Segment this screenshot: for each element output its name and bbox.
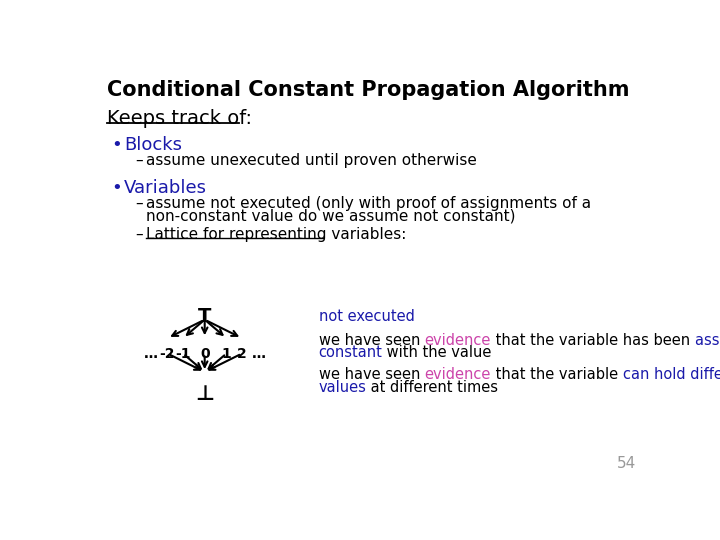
Text: Variables: Variables	[124, 179, 207, 197]
Text: we have seen: we have seen	[319, 333, 425, 348]
Text: Keeps track of:: Keeps track of:	[107, 110, 252, 129]
Text: non-constant value do we assume not constant): non-constant value do we assume not cons…	[145, 208, 516, 223]
Text: •: •	[112, 179, 122, 197]
Text: …: …	[252, 347, 266, 361]
Text: evidence: evidence	[425, 367, 491, 382]
Text: assume unexecuted until proven otherwise: assume unexecuted until proven otherwise	[145, 153, 477, 167]
Text: 1: 1	[222, 347, 231, 361]
Text: -1: -1	[175, 347, 191, 361]
Text: 2: 2	[237, 347, 247, 361]
Text: can hold different: can hold different	[623, 367, 720, 382]
Text: 0: 0	[200, 347, 210, 361]
Text: that the variable has been: that the variable has been	[491, 333, 695, 348]
Text: Blocks: Blocks	[124, 136, 182, 154]
Text: …: …	[143, 347, 158, 361]
Text: –: –	[135, 226, 143, 241]
Text: at different times: at different times	[366, 380, 498, 395]
Text: assigned a: assigned a	[695, 333, 720, 348]
Text: Conditional Constant Propagation Algorithm: Conditional Constant Propagation Algorit…	[107, 80, 629, 100]
Text: -2: -2	[160, 347, 175, 361]
Text: we have seen: we have seen	[319, 367, 425, 382]
Text: –: –	[135, 195, 143, 211]
Text: constant: constant	[319, 345, 382, 360]
Text: not executed: not executed	[319, 309, 415, 324]
Text: assume not executed (only with proof of assignments of a: assume not executed (only with proof of …	[145, 195, 591, 211]
Text: –: –	[135, 153, 143, 167]
Text: 54: 54	[617, 456, 636, 471]
Text: evidence: evidence	[425, 333, 491, 348]
Text: •: •	[112, 136, 122, 154]
Text: that the variable: that the variable	[491, 367, 623, 382]
Text: T: T	[198, 307, 212, 326]
Text: values: values	[319, 380, 366, 395]
Text: ⊥: ⊥	[195, 384, 215, 404]
Text: Lattice for representing variables:: Lattice for representing variables:	[145, 226, 406, 241]
Text: with the value: with the value	[382, 345, 492, 360]
